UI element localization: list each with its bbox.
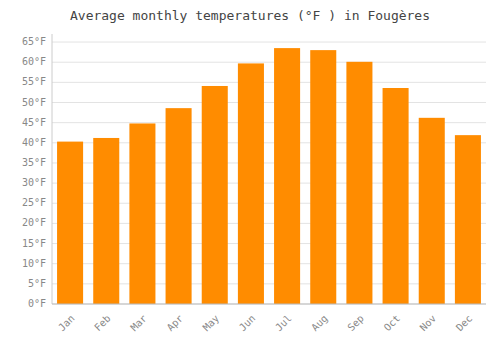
- grid-line: [52, 42, 486, 43]
- x-tick-label: Apr: [165, 313, 186, 334]
- grid-line: [52, 62, 486, 63]
- x-tick-label: Dec: [454, 313, 475, 334]
- bar: [202, 86, 228, 304]
- x-tick-label: May: [201, 313, 222, 334]
- bar: [238, 63, 264, 304]
- y-tick-label: 60°F: [22, 56, 46, 67]
- grid-line: [52, 304, 486, 305]
- y-tick-label: 25°F: [22, 197, 46, 208]
- x-tick-label: Jun: [237, 313, 258, 334]
- y-tick-label: 15°F: [22, 238, 46, 249]
- bar: [310, 50, 336, 304]
- x-tick-label: Aug: [309, 313, 330, 334]
- x-axis-line: [52, 304, 486, 305]
- bar: [419, 118, 445, 304]
- x-tick-label: Nov: [418, 313, 439, 334]
- x-tick-label: Jan: [56, 313, 77, 334]
- x-tick-label: Oct: [382, 313, 403, 334]
- x-tick-label: Jul: [273, 313, 294, 334]
- y-tick-label: 30°F: [22, 177, 46, 188]
- bar: [455, 135, 481, 304]
- y-tick-label: 20°F: [22, 217, 46, 228]
- y-tick-label: 65°F: [22, 36, 46, 47]
- bar: [129, 123, 155, 304]
- x-axis: Jan Feb Mar Apr May Jun Jul Aug Sep Oct Nov Dec: [52, 304, 486, 333]
- chart: Average monthly temperatures (°F ) in Fo…: [0, 0, 500, 350]
- bars: [57, 48, 481, 304]
- y-tick-label: 50°F: [22, 97, 46, 108]
- bar: [346, 62, 372, 304]
- y-tick-label: 5°F: [28, 278, 46, 289]
- grid: [52, 42, 486, 304]
- bar: [383, 88, 409, 304]
- page: {"chart_data": {"type": "bar", "title": …: [0, 0, 500, 350]
- bar: [93, 138, 119, 304]
- x-tick-label: Mar: [128, 313, 149, 334]
- x-tick-label: Feb: [92, 313, 113, 334]
- y-tick-label: 40°F: [22, 137, 46, 148]
- bar: [57, 142, 83, 304]
- bar: [166, 108, 192, 304]
- y-axis-line: [52, 34, 53, 304]
- y-tick-label: 55°F: [22, 76, 46, 87]
- title: Average monthly temperatures (°F ) in Fo…: [70, 8, 430, 23]
- grid-line: [52, 82, 486, 83]
- y-tick-label: 0°F: [28, 298, 46, 309]
- y-tick-label: 35°F: [22, 157, 46, 168]
- bar: [274, 48, 300, 304]
- y-tick-label: 10°F: [22, 258, 46, 269]
- y-tick-label: 45°F: [22, 117, 46, 128]
- y-axis: 0°F 5°F 10°F 15°F 20°F 25°F 30°F 35°F 40°F 45°F 50…: [22, 34, 52, 309]
- x-tick-label: Sep: [345, 313, 366, 334]
- grid-line: [52, 102, 486, 103]
